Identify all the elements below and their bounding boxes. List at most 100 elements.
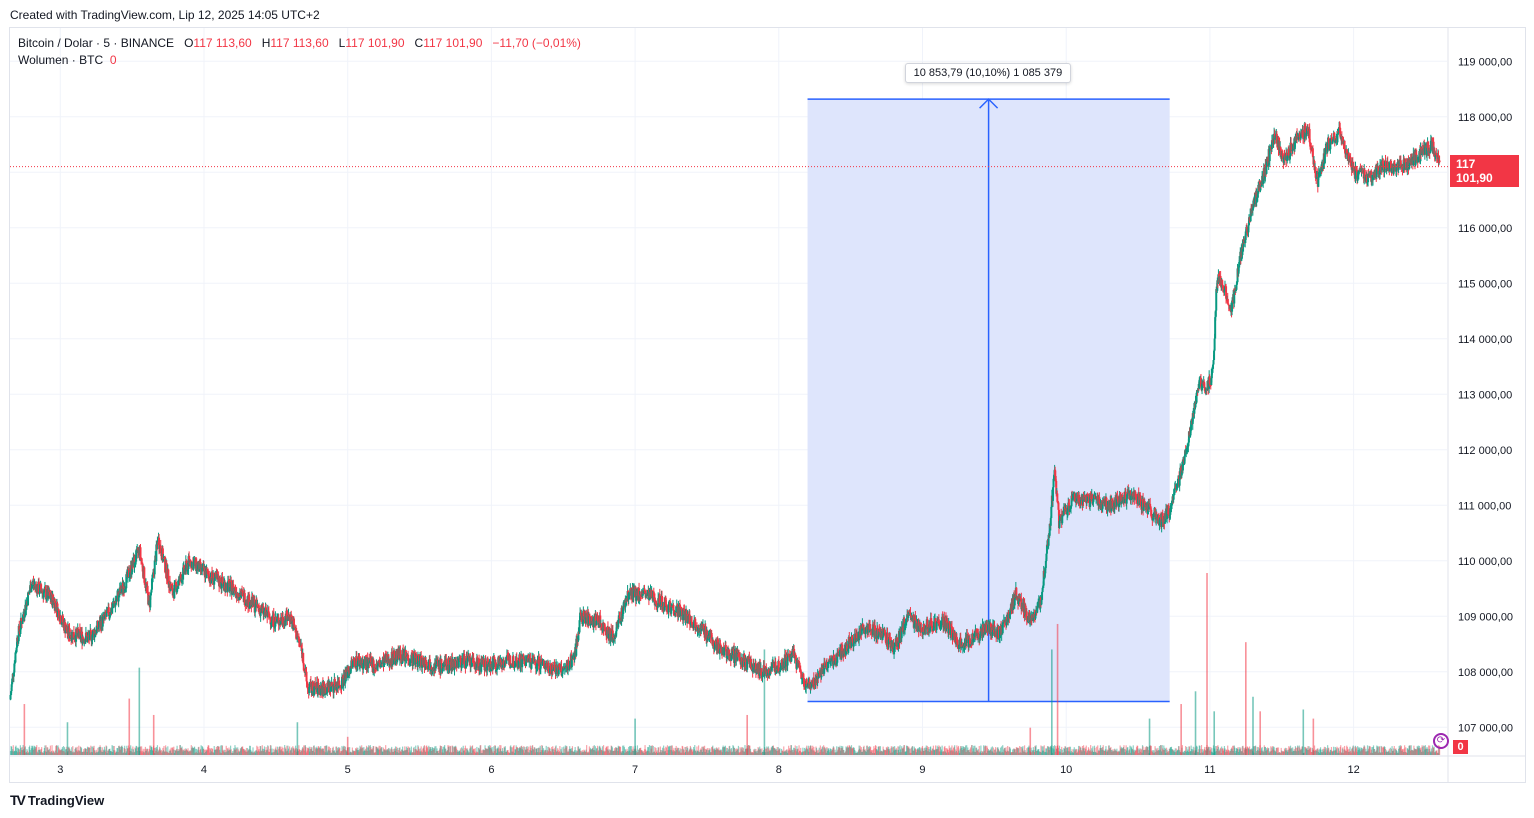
volume-bar: [713, 749, 716, 755]
volume-bar: [238, 751, 240, 755]
volume-bar: [385, 745, 387, 755]
volume-bar: [1103, 750, 1105, 755]
candle-body: [267, 610, 270, 612]
volume-bar: [303, 750, 305, 755]
volume-bar: [962, 746, 965, 755]
candle-body: [120, 585, 123, 593]
volume-bar: [1402, 752, 1405, 755]
volume-bar: [1318, 752, 1321, 755]
volume-bar: [124, 748, 126, 755]
volume-bar: [409, 748, 411, 755]
volume-bar: [1224, 752, 1227, 755]
volume-bar: [581, 751, 583, 755]
volume-bar: [628, 746, 630, 755]
volume-bar: [1256, 750, 1258, 755]
volume-bar: [125, 751, 127, 755]
volume-bar: [787, 750, 789, 755]
volume-bar: [1137, 748, 1139, 755]
volume-bar: [782, 750, 784, 755]
volume-bar: [316, 748, 319, 755]
volume-bar: [109, 750, 112, 755]
volume-bar: [904, 751, 907, 755]
volume-bar: [60, 749, 62, 755]
volume-bar: [487, 749, 489, 755]
candle-body: [425, 664, 428, 667]
volume-bar: [814, 751, 816, 755]
volume-bar: [756, 752, 758, 755]
volume-bar: [1140, 749, 1143, 755]
volume-bar: [857, 751, 859, 755]
volume-bar: [228, 747, 230, 755]
candle-body: [472, 658, 475, 662]
candle-body: [353, 658, 356, 661]
volume-bar: [886, 746, 889, 755]
volume-bar: [1199, 745, 1201, 755]
volume-bar: [723, 747, 725, 755]
volume-bar: [1334, 750, 1336, 755]
volume-bar: [1396, 751, 1398, 755]
volume-bar: [1185, 746, 1187, 755]
volume-bar: [1141, 752, 1143, 755]
volume-bar: [1412, 750, 1414, 755]
volume-bar: [1129, 745, 1131, 755]
volume-bar: [260, 751, 262, 755]
volume-bar: [486, 748, 488, 755]
volume-bar: [1102, 747, 1104, 755]
candle-body: [612, 637, 615, 643]
volume-bar: [1437, 745, 1440, 755]
candle-body: [269, 618, 272, 625]
volume-bar: [1210, 747, 1212, 755]
volume-bar: [1017, 748, 1020, 755]
volume-bar: [1019, 752, 1021, 755]
volume-bar: [1188, 746, 1191, 755]
volume-bar: [640, 747, 642, 755]
volume-bar: [113, 746, 115, 755]
candle-body: [315, 688, 318, 690]
volume-bar: [930, 746, 932, 755]
volume-bar: [1126, 750, 1128, 755]
volume-bar: [599, 745, 601, 755]
volume-bar: [36, 745, 38, 755]
volume-bar: [1167, 751, 1169, 755]
volume-bar: [1035, 751, 1038, 755]
volume-bar: [1229, 751, 1232, 755]
candle-body: [467, 655, 470, 659]
candle-body: [44, 587, 47, 590]
volume-bar: [478, 748, 480, 755]
volume-bar: [794, 748, 796, 755]
volume-bar: [931, 748, 933, 755]
volume-bar: [762, 751, 764, 755]
candle-body: [385, 654, 388, 663]
volume-bar: [1392, 751, 1394, 755]
volume-bar: [803, 747, 806, 755]
volume-bar: [229, 750, 231, 755]
volume-bar: [875, 745, 877, 755]
volume-bar: [1117, 751, 1120, 755]
volume-bar: [699, 749, 701, 755]
volume-bar: [295, 747, 297, 755]
volume-bar: [1406, 748, 1408, 755]
volume-bar: [1155, 751, 1157, 755]
volume-bar: [373, 752, 375, 755]
volume-bar: [677, 747, 679, 755]
volume-bar: [17, 752, 19, 755]
volume-bar: [604, 751, 606, 755]
volume-bar: [335, 746, 337, 755]
volume-bar: [197, 750, 199, 755]
volume-bar: [277, 752, 279, 755]
volume-bar: [398, 752, 400, 755]
volume-bar: [583, 750, 586, 755]
volume-bar: [589, 747, 592, 755]
volume-bar: [1136, 745, 1138, 755]
volume-bar: [1363, 745, 1365, 755]
volume-bar: [275, 746, 277, 755]
volume-bar: [1187, 749, 1189, 755]
volume-bar: [1388, 750, 1390, 755]
candle-body: [538, 656, 541, 670]
volume-bar: [800, 752, 802, 755]
volume-bar: [309, 748, 311, 755]
candle-body: [420, 655, 423, 666]
volume-bar: [375, 746, 377, 755]
candle-body: [158, 537, 161, 549]
